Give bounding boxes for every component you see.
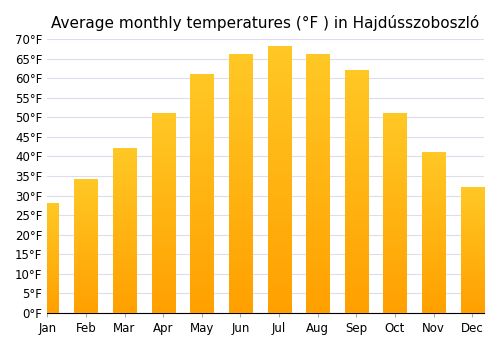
Title: Average monthly temperatures (°F ) in Hajdússzoboszló: Average monthly temperatures (°F ) in Ha…	[52, 15, 480, 31]
